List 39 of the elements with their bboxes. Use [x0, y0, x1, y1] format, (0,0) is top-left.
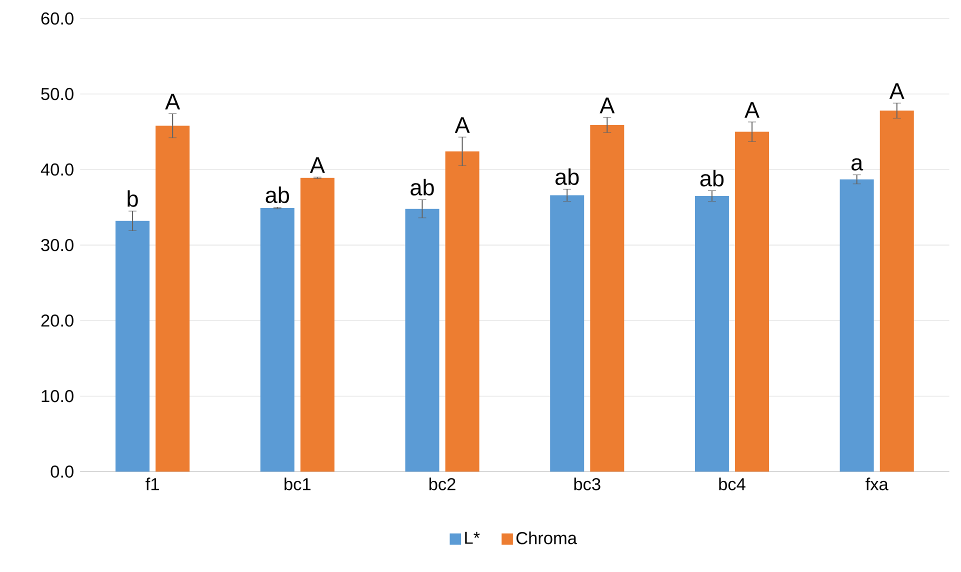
- annotation: ab: [556, 168, 579, 186]
- annotation: a: [852, 158, 864, 171]
- y-tick-label: 20.0: [41, 314, 74, 327]
- y-tick-label: 0.0: [50, 466, 74, 478]
- bar: [260, 208, 294, 472]
- legend-label: Chroma: [516, 532, 577, 544]
- bar: [880, 110, 914, 472]
- x-tick-label: bc2: [429, 478, 456, 490]
- bar: [735, 132, 770, 472]
- bar: [405, 208, 440, 472]
- y-tick-label: 60.0: [41, 12, 74, 25]
- x-tick-label: f1: [146, 478, 159, 490]
- x-tick-label: bc3: [574, 478, 600, 490]
- annotation: A: [600, 98, 615, 114]
- annotation: b: [128, 190, 138, 207]
- bar: [840, 179, 874, 472]
- bar: [156, 126, 190, 472]
- bar: [550, 195, 584, 472]
- x-tick-label: bc1: [284, 478, 310, 490]
- bar: [590, 125, 624, 472]
- annotation: A: [310, 157, 325, 173]
- annotation: ab: [266, 186, 289, 204]
- annotation: A: [889, 83, 904, 99]
- annotation: A: [165, 94, 180, 110]
- bar: [116, 221, 150, 472]
- annotation: A: [744, 102, 760, 118]
- y-tick-label: 10.0: [42, 390, 74, 402]
- legend-label: L*: [465, 532, 480, 544]
- y-tick-label: 40.0: [40, 164, 74, 176]
- y-tick-label: 30.0: [41, 239, 74, 252]
- bar: [300, 178, 334, 472]
- annotation: A: [454, 117, 470, 133]
- y-tick-label: 50.0: [41, 88, 74, 100]
- annotation: ab: [700, 170, 724, 187]
- annotation: ab: [410, 179, 434, 196]
- x-tick-label: bc4: [719, 478, 746, 490]
- bar: [694, 196, 729, 472]
- bar: [445, 152, 480, 472]
- x-tick-label: fxa: [866, 478, 888, 490]
